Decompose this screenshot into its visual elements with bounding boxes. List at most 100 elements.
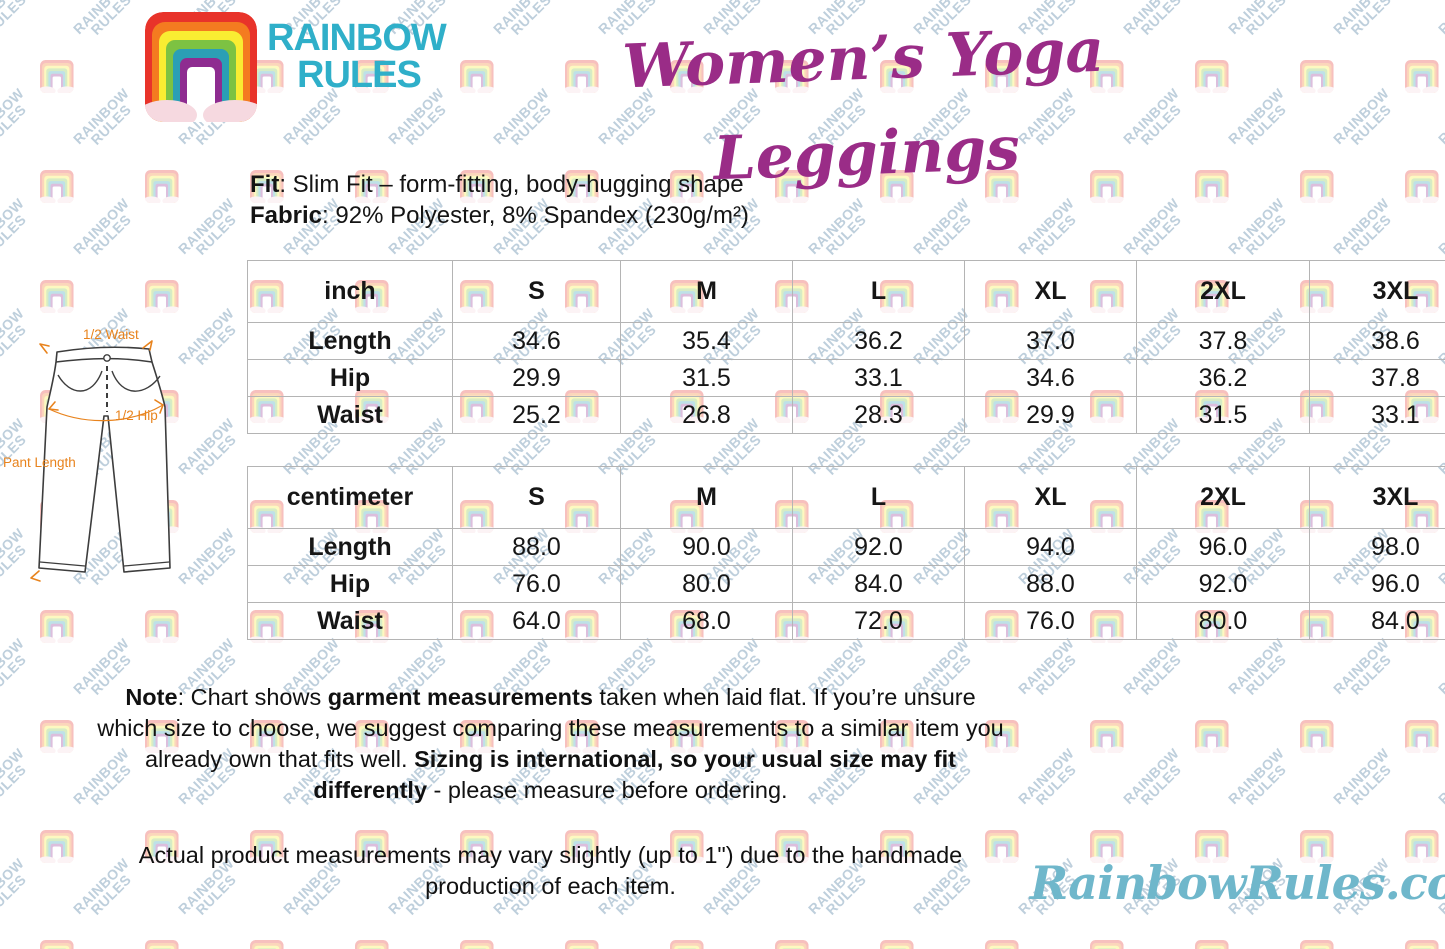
rainbow-band-purple: [1415, 183, 1429, 203]
rainbow-band-green: [676, 838, 698, 863]
rainbow-band-green: [991, 178, 1013, 203]
rainbow-band-red: [1405, 720, 1439, 753]
table-row: Waist 64.0 68.0 72.0 76.0 80.0 84.0: [247, 602, 1445, 640]
watermark-rainbow-icon: [1300, 830, 1334, 863]
watermark-rainbow-icon: [355, 60, 389, 93]
cloud-icon: [162, 196, 179, 203]
measurement-value: 94.0: [964, 528, 1137, 566]
rainbow-band-orange: [252, 173, 282, 203]
arrow-icon: [39, 343, 50, 354]
size-table-centimeter: centimeter S M L XL 2XL 3XL Length 88.0 90.0 92.0 9…: [247, 466, 1445, 640]
rainbow-band-teal: [1098, 731, 1116, 753]
cloud-icon: [355, 196, 371, 203]
cloud-icon: [880, 856, 896, 863]
rainbow-band-yellow: [674, 945, 700, 949]
cloud-icon: [1405, 86, 1421, 93]
rainbow-arch-opening: [682, 846, 691, 863]
rainbow-band-purple: [470, 73, 484, 93]
rainbow-band-yellow: [674, 835, 700, 863]
measurement-value: 36.2: [1136, 359, 1310, 397]
cloud-icon: [477, 636, 494, 643]
rainbow-band-red: [985, 720, 1019, 753]
rainbow-band-orange: [357, 833, 387, 863]
rainbow-arch-opening: [997, 76, 1006, 93]
rainbow-band-red: [1195, 170, 1229, 203]
cloud-icon: [460, 746, 476, 753]
note-text: taken when laid flat. If you’re unsure w…: [97, 684, 1004, 772]
cloud-icon: [792, 856, 809, 863]
rainbow-band-orange: [777, 833, 807, 863]
cloud-icon: [1317, 856, 1334, 863]
rainbow-band-orange: [42, 943, 72, 949]
rainbow-band-green: [1306, 178, 1328, 203]
rainbow-band-yellow: [1094, 835, 1120, 863]
watermark-rainbow-icon: [1300, 170, 1334, 203]
rainbow-arch-opening: [682, 736, 691, 753]
rainbow-band-purple: [1205, 73, 1219, 93]
rainbow-band-green: [1411, 178, 1433, 203]
cloud-icon: [1090, 196, 1106, 203]
cloud-icon: [372, 636, 389, 643]
unit-header: inch: [247, 260, 453, 323]
rainbow-band-orange: [1197, 173, 1227, 203]
logo-word-rainbow: RAINBOW: [267, 17, 447, 59]
rainbow-band-teal: [48, 291, 66, 313]
cloud-icon: [162, 526, 179, 533]
cloud-icon: [1422, 636, 1439, 643]
rainbow-band-red: [40, 720, 74, 753]
cloud-icon: [145, 196, 161, 203]
cloud-icon: [40, 636, 56, 643]
rainbow-band-teal: [888, 731, 906, 753]
rainbow-band-green: [256, 68, 278, 93]
watermark-rainbow-icon: [1300, 60, 1334, 93]
rainbow-band-yellow: [569, 65, 595, 93]
rainbow-band-yellow: [674, 725, 700, 753]
rainbow-band-orange: [1302, 63, 1332, 93]
measurement-value: 28.3: [792, 396, 965, 434]
rainbow-band-red: [250, 830, 284, 863]
rainbow-band-orange: [147, 173, 177, 203]
rainbow-band-yellow: [464, 725, 490, 753]
cloud-icon: [1195, 636, 1211, 643]
rainbow-band-teal: [153, 181, 171, 203]
rainbow-band-teal: [573, 181, 591, 203]
pants-measurement-diagram: 1/2 Waist 1/2 Hip Pant Length: [3, 327, 171, 582]
watermark-rainbow-icon: [775, 830, 809, 863]
watermark-rainbow-icon: [880, 170, 914, 203]
rainbow-band-purple: [1310, 733, 1324, 753]
cloud-icon: [355, 636, 371, 643]
size-header: M: [620, 260, 793, 323]
watermark-rainbow-icon: [1090, 60, 1124, 93]
cloud-icon: [162, 636, 179, 643]
cloud-icon: [1002, 856, 1019, 863]
rainbow-band-purple: [575, 73, 589, 93]
cloud-icon: [1405, 196, 1421, 203]
cloud-icon: [355, 746, 371, 753]
cloud-icon: [985, 196, 1001, 203]
rainbow-arch-opening: [892, 186, 901, 203]
rainbow-band-teal: [1203, 181, 1221, 203]
rainbow-arch-opening: [52, 296, 61, 313]
size-header: S: [452, 260, 621, 323]
rainbow-arch-opening: [1312, 736, 1321, 753]
rainbow-band-purple: [50, 73, 64, 93]
unit-header: centimeter: [247, 466, 453, 529]
rainbow-band-purple: [575, 183, 589, 203]
cloud-icon: [1107, 636, 1124, 643]
rainbow-band-orange: [1302, 833, 1332, 863]
cloud-icon: [1090, 636, 1106, 643]
rainbow-band-green: [256, 178, 278, 203]
rainbow-band-yellow: [1304, 945, 1330, 949]
rainbow-band-orange: [42, 833, 72, 863]
rainbow-band-yellow: [1409, 945, 1435, 949]
cloud-icon: [792, 636, 809, 643]
rainbow-band-yellow: [1409, 65, 1435, 93]
rainbow-band-green: [991, 68, 1013, 93]
rainbow-band-teal: [993, 841, 1011, 863]
cloud-icon: [145, 100, 197, 122]
cloud-icon: [582, 746, 599, 753]
measurement-value: 31.5: [1136, 396, 1310, 434]
rainbow-band-teal: [468, 731, 486, 753]
cloud-icon: [40, 746, 56, 753]
cloud-icon: [477, 856, 494, 863]
